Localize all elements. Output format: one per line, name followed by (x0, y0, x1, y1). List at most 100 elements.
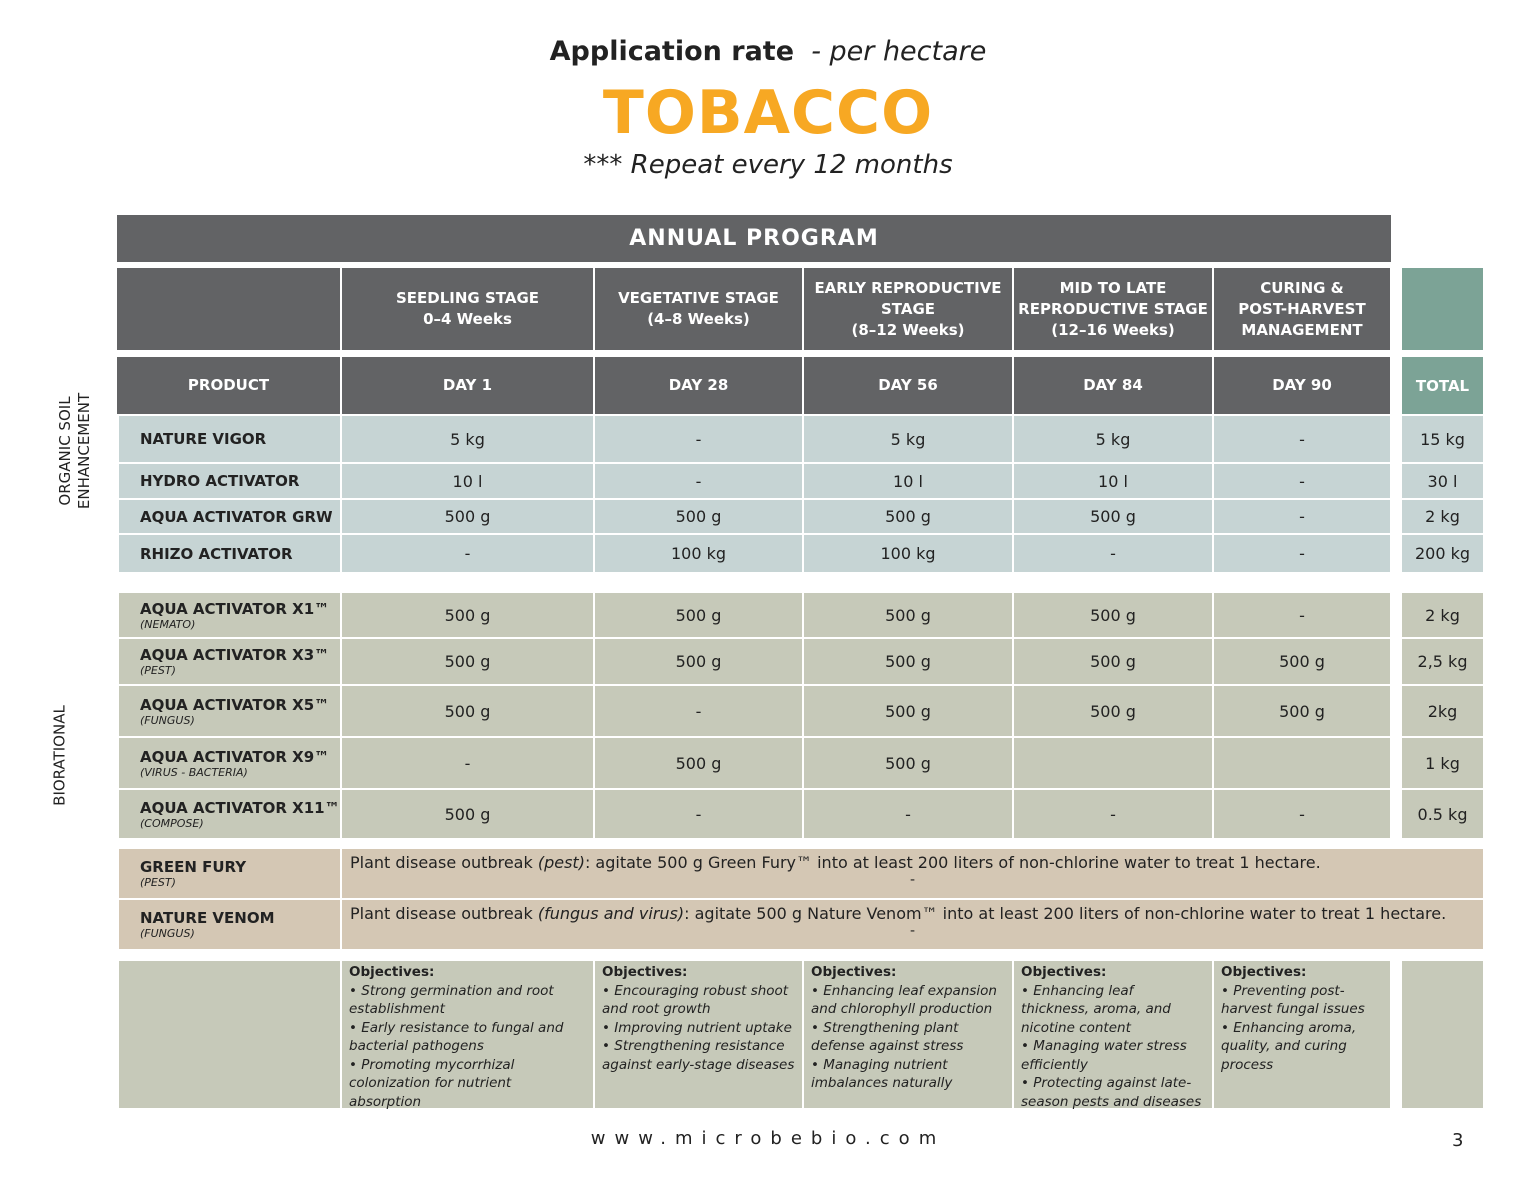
rate-cell: 500 g (595, 639, 802, 684)
rate-cell: - (595, 686, 802, 736)
total-cell: 30 l (1402, 464, 1483, 498)
total-cell: 1 kg (1402, 738, 1483, 788)
objective-item: • Improving nutrient uptake (602, 1019, 792, 1036)
product-target: (COMPOSE) (140, 816, 204, 830)
product-name: GREEN FURY (PEST) (119, 849, 340, 898)
rate-cell: - (1214, 535, 1390, 572)
rate-cell: - (1214, 593, 1390, 637)
product-name: NATURE VENOM (FUNGUS) (119, 900, 340, 949)
side-label-bio: BIORATIONAL (50, 705, 69, 806)
product-target: (VIRUS - BACTERIA) (140, 765, 248, 779)
column-header: DAY 84 (1014, 357, 1212, 414)
objectives-cell: Objectives: • Enhancing leaf expansion an… (804, 961, 1012, 1108)
rate-cell: 500 g (804, 500, 1012, 533)
objective-item: • Enhancing aroma, quality, and curing p… (1221, 1019, 1357, 1073)
emphasis: (fungus and virus) (537, 904, 685, 923)
crop-title: TOBACCO (602, 78, 934, 148)
product-name: NATURE VIGOR (119, 416, 340, 462)
rate-cell: 500 g (1014, 639, 1212, 684)
objectives-cell: Objectives: • Preventing post-harvest fun… (1214, 961, 1390, 1108)
rate-cell: 500 g (804, 593, 1012, 637)
column-header: DAY 56 (804, 357, 1012, 414)
dash: - (909, 872, 916, 888)
rate-cell: 500 g (342, 593, 593, 637)
rate-cell: 5 kg (804, 416, 1012, 462)
objective-item: • Strong germination and root establishm… (349, 982, 554, 1018)
product-label: AQUA ACTIVATOR X5™ (140, 695, 330, 714)
rate-cell: 500 g (1014, 500, 1212, 533)
product-label: AQUA ACTIVATOR X1™ (140, 599, 330, 618)
rate-cell: 500 g (1014, 593, 1212, 637)
column-header: TOTAL (1402, 357, 1483, 414)
objectives-cell: Objectives: • Enhancing leaf thickness, a… (1014, 961, 1212, 1110)
product-label: AQUA ACTIVATOR X9™ (140, 747, 330, 766)
column-header: PRODUCT (117, 357, 340, 414)
rate-cell: - (595, 790, 802, 838)
rate-cell: 500 g (342, 639, 593, 684)
objective-item: • Protecting against late-season pests a… (1021, 1075, 1202, 1110)
rate-cell: 500 g (804, 686, 1012, 736)
objective-item: • Promoting mycorrhizal colonization for… (349, 1056, 515, 1110)
objective-item: • Enhancing leaf thickness, aroma, and n… (1021, 982, 1171, 1036)
product-target: (PEST) (140, 664, 176, 677)
rate-cell (1014, 738, 1212, 788)
product-label: GREEN FURY (140, 858, 247, 876)
total-cell: 2 kg (1402, 500, 1483, 533)
rate-cell: - (1014, 535, 1212, 572)
objectives-label: Objectives: (1021, 964, 1107, 980)
rate-cell: 500 g (804, 738, 1012, 788)
total-cell: 200 kg (1402, 535, 1483, 572)
rate-cell: - (1214, 464, 1390, 498)
heading: Application rate - per hectare (0, 36, 1536, 67)
product-name: HYDRO ACTIVATOR (119, 464, 340, 498)
side-label-soil: ORGANIC SOIL ENHANCEMENT (56, 392, 93, 510)
rate-cell: 5 kg (342, 416, 593, 462)
heading-italic: - per hectare (811, 36, 987, 67)
product-name: AQUA ACTIVATOR X5™ (FUNGUS) (119, 686, 340, 736)
objective-item: • Strengthening resistance against early… (602, 1038, 795, 1073)
rate-cell: - (1214, 790, 1390, 838)
product-label: NATURE VENOM (140, 909, 275, 927)
rate-cell: - (342, 738, 593, 788)
objectives-total-blank (1402, 961, 1483, 1108)
rate-cell: 10 l (1014, 464, 1212, 498)
stage-header-blank (117, 268, 340, 350)
website: www.microbebio.com (590, 1128, 946, 1149)
column-header: DAY 28 (595, 357, 802, 414)
rate-cell: 500 g (342, 686, 593, 736)
product-target: (FUNGUS) (140, 927, 195, 940)
objectives-label: Objectives: (349, 964, 435, 980)
rate-cell: 100 kg (804, 535, 1012, 572)
product-name: AQUA ACTIVATOR X3™ (PEST) (119, 639, 340, 684)
stage-header: VEGETATIVE STAGE (4–8 Weeks) (595, 268, 802, 350)
stage-header: EARLY REPRODUCTIVE STAGE (8–12 Weeks) (804, 268, 1012, 350)
objective-item: • Early resistance to fungal and bacteri… (349, 1019, 564, 1055)
rate-cell: 500 g (595, 500, 802, 533)
product-name: RHIZO ACTIVATOR (119, 535, 340, 572)
rate-cell: - (1214, 416, 1390, 462)
column-header: DAY 1 (342, 357, 593, 414)
rate-cell: 500 g (595, 593, 802, 637)
objective-item: • Encouraging robust shoot and root grow… (602, 982, 789, 1018)
product-name: AQUA ACTIVATOR X1™ (NEMATO) (119, 593, 340, 637)
program-title: ANNUAL PROGRAM (117, 215, 1391, 262)
product-target: (FUNGUS) (140, 713, 195, 727)
rate-cell: 500 g (595, 738, 802, 788)
objectives-label: Objectives: (1221, 964, 1307, 980)
heading-bold: Application rate (549, 36, 795, 67)
column-header: DAY 90 (1214, 357, 1390, 414)
text: Plant disease outbreak (350, 853, 538, 872)
rate-cell: 500 g (1214, 639, 1390, 684)
stage-header: MID TO LATE REPRODUCTIVE STAGE (12–16 We… (1014, 268, 1212, 350)
rate-cell: 10 l (804, 464, 1012, 498)
rate-cell: 10 l (342, 464, 593, 498)
total-cell: 2,5 kg (1402, 639, 1483, 684)
total-cell: 0.5 kg (1402, 790, 1483, 838)
rate-cell: 500 g (804, 639, 1012, 684)
objectives-cell: Objectives: • Encouraging robust shoot an… (595, 961, 802, 1108)
rate-cell: - (1014, 790, 1212, 838)
product-name: AQUA ACTIVATOR X11™ (COMPOSE) (119, 790, 340, 838)
dash: - (909, 923, 916, 939)
total-cell: 2 kg (1402, 593, 1483, 637)
